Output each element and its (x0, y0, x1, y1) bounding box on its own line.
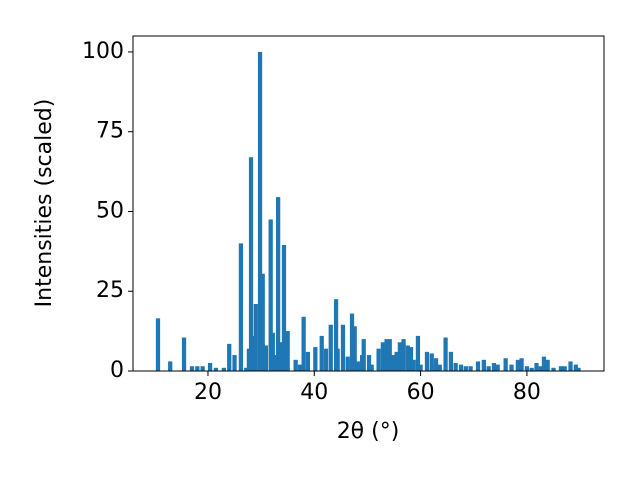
bar (335, 348, 340, 371)
bar (155, 318, 161, 371)
bar (260, 273, 265, 371)
bar (397, 342, 402, 371)
x-tick-label: 80 (513, 380, 541, 405)
bar (384, 339, 389, 371)
bar (468, 366, 473, 371)
bar (238, 243, 244, 371)
bar (576, 367, 581, 371)
bar (257, 51, 263, 371)
bar (369, 364, 374, 371)
bar (281, 244, 287, 371)
bar (361, 339, 366, 371)
bar (376, 348, 381, 371)
bar (387, 339, 392, 371)
bar (433, 358, 439, 371)
bar (244, 367, 249, 371)
bar (168, 361, 173, 371)
bar (297, 364, 303, 371)
bar (349, 313, 355, 371)
y-tick-label: 0 (110, 358, 124, 383)
bar (181, 337, 187, 371)
bar (313, 347, 318, 371)
bar (453, 363, 458, 371)
bar (340, 324, 346, 371)
bar (424, 351, 430, 371)
bar (227, 343, 232, 371)
bar (458, 364, 464, 371)
bar (195, 366, 200, 371)
bar (270, 332, 275, 371)
bar (305, 351, 311, 371)
bar (232, 355, 237, 371)
bar (551, 367, 556, 371)
y-tick-label: 50 (96, 198, 124, 223)
bar (355, 361, 360, 371)
bar (529, 367, 534, 371)
bar (401, 339, 406, 371)
bar (189, 366, 195, 371)
bar (345, 356, 350, 371)
bar (491, 363, 497, 371)
bar (475, 361, 481, 371)
plot-frame (132, 35, 605, 372)
bar (519, 358, 524, 371)
bar (541, 356, 547, 371)
y-tick-label: 75 (96, 119, 124, 144)
bar (481, 359, 486, 371)
bar (503, 358, 508, 371)
bar (486, 366, 491, 371)
y-tick-label: 100 (82, 39, 124, 64)
bar (463, 366, 468, 371)
y-axis-label: Intensities (scaled) (32, 99, 57, 308)
bar (333, 299, 339, 371)
bar (276, 197, 281, 371)
bar (418, 364, 423, 371)
x-axis-label: 2θ (°) (337, 419, 400, 444)
bar (200, 366, 205, 371)
bar (429, 353, 434, 371)
bar (285, 331, 290, 371)
bar (323, 348, 329, 371)
bar (495, 364, 500, 371)
bar (293, 359, 298, 371)
bar (558, 366, 564, 371)
bar (380, 342, 385, 371)
bar (515, 359, 521, 371)
bar (568, 361, 573, 371)
bar (545, 359, 550, 371)
bar (411, 359, 416, 371)
bar (437, 364, 442, 371)
bar (278, 342, 283, 371)
x-tick-label: 60 (407, 380, 435, 405)
bar (534, 363, 539, 371)
bar (248, 157, 254, 371)
bar (443, 337, 448, 371)
bar (213, 367, 219, 371)
bar (268, 219, 273, 371)
bar (524, 366, 530, 371)
bar (328, 324, 333, 371)
bar (263, 345, 269, 371)
bar (405, 345, 410, 371)
bar (319, 335, 324, 371)
y-tick-label: 25 (96, 278, 124, 303)
bar (509, 364, 514, 371)
bar (221, 367, 227, 371)
bar (573, 364, 578, 371)
bar (394, 351, 399, 371)
bar (390, 355, 396, 371)
x-tick-label: 40 (300, 380, 328, 405)
bar (415, 335, 421, 371)
bar (562, 366, 567, 371)
bar (352, 326, 357, 371)
bar (408, 347, 414, 371)
bar (538, 366, 543, 371)
bar (448, 351, 454, 371)
bar (253, 304, 258, 371)
bar (207, 363, 213, 371)
bar (366, 355, 372, 371)
bar (301, 316, 306, 371)
x-tick-label: 20 (194, 380, 222, 405)
